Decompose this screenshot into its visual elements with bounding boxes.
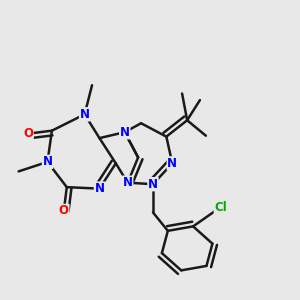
Text: N: N [167, 157, 177, 170]
Text: Cl: Cl [214, 201, 227, 214]
Text: N: N [43, 155, 52, 168]
Text: O: O [59, 204, 69, 218]
Text: O: O [23, 127, 33, 140]
Text: N: N [94, 182, 104, 195]
Text: N: N [148, 178, 158, 191]
Text: N: N [120, 126, 130, 139]
Text: N: N [80, 108, 90, 121]
Text: N: N [123, 176, 133, 189]
